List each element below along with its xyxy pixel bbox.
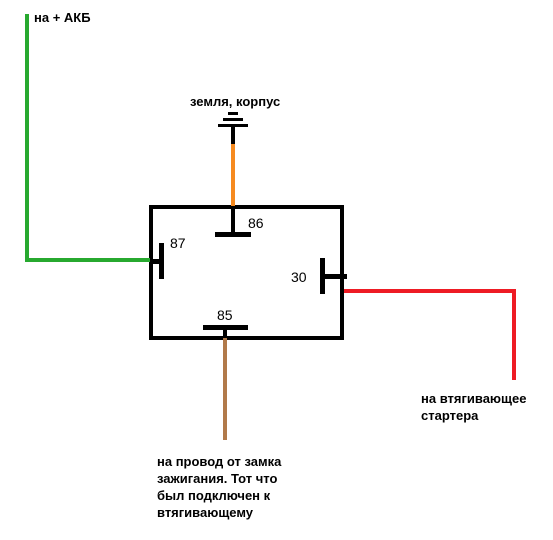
pin-label-87: 87 <box>170 235 186 251</box>
ground-bar1 <box>218 124 248 127</box>
wire-green-horizontal <box>25 258 150 262</box>
label-akb: на + АКБ <box>34 10 91 25</box>
label-starter: на втягивающее стартера <box>421 391 526 425</box>
pin-label-85: 85 <box>217 307 233 323</box>
wire-red-horizontal <box>344 289 516 293</box>
relay-box <box>149 205 344 340</box>
terminal-87-conn <box>149 259 161 264</box>
label-ignition: на провод от замка зажигания. Тот что бы… <box>157 454 281 522</box>
terminal-30-conn <box>325 274 347 279</box>
pin-label-30: 30 <box>291 269 307 285</box>
wire-green-vertical <box>25 14 29 262</box>
ground-bar2 <box>223 118 243 121</box>
wire-brown-vertical <box>223 338 227 440</box>
wire-red-vertical <box>512 289 516 380</box>
wire-orange-vertical <box>231 142 235 206</box>
ground-stem <box>231 126 235 144</box>
label-ground: земля, корпус <box>190 94 280 109</box>
pin-label-86: 86 <box>248 215 264 231</box>
terminal-86-stem <box>231 205 235 233</box>
ground-bar3 <box>228 112 238 115</box>
